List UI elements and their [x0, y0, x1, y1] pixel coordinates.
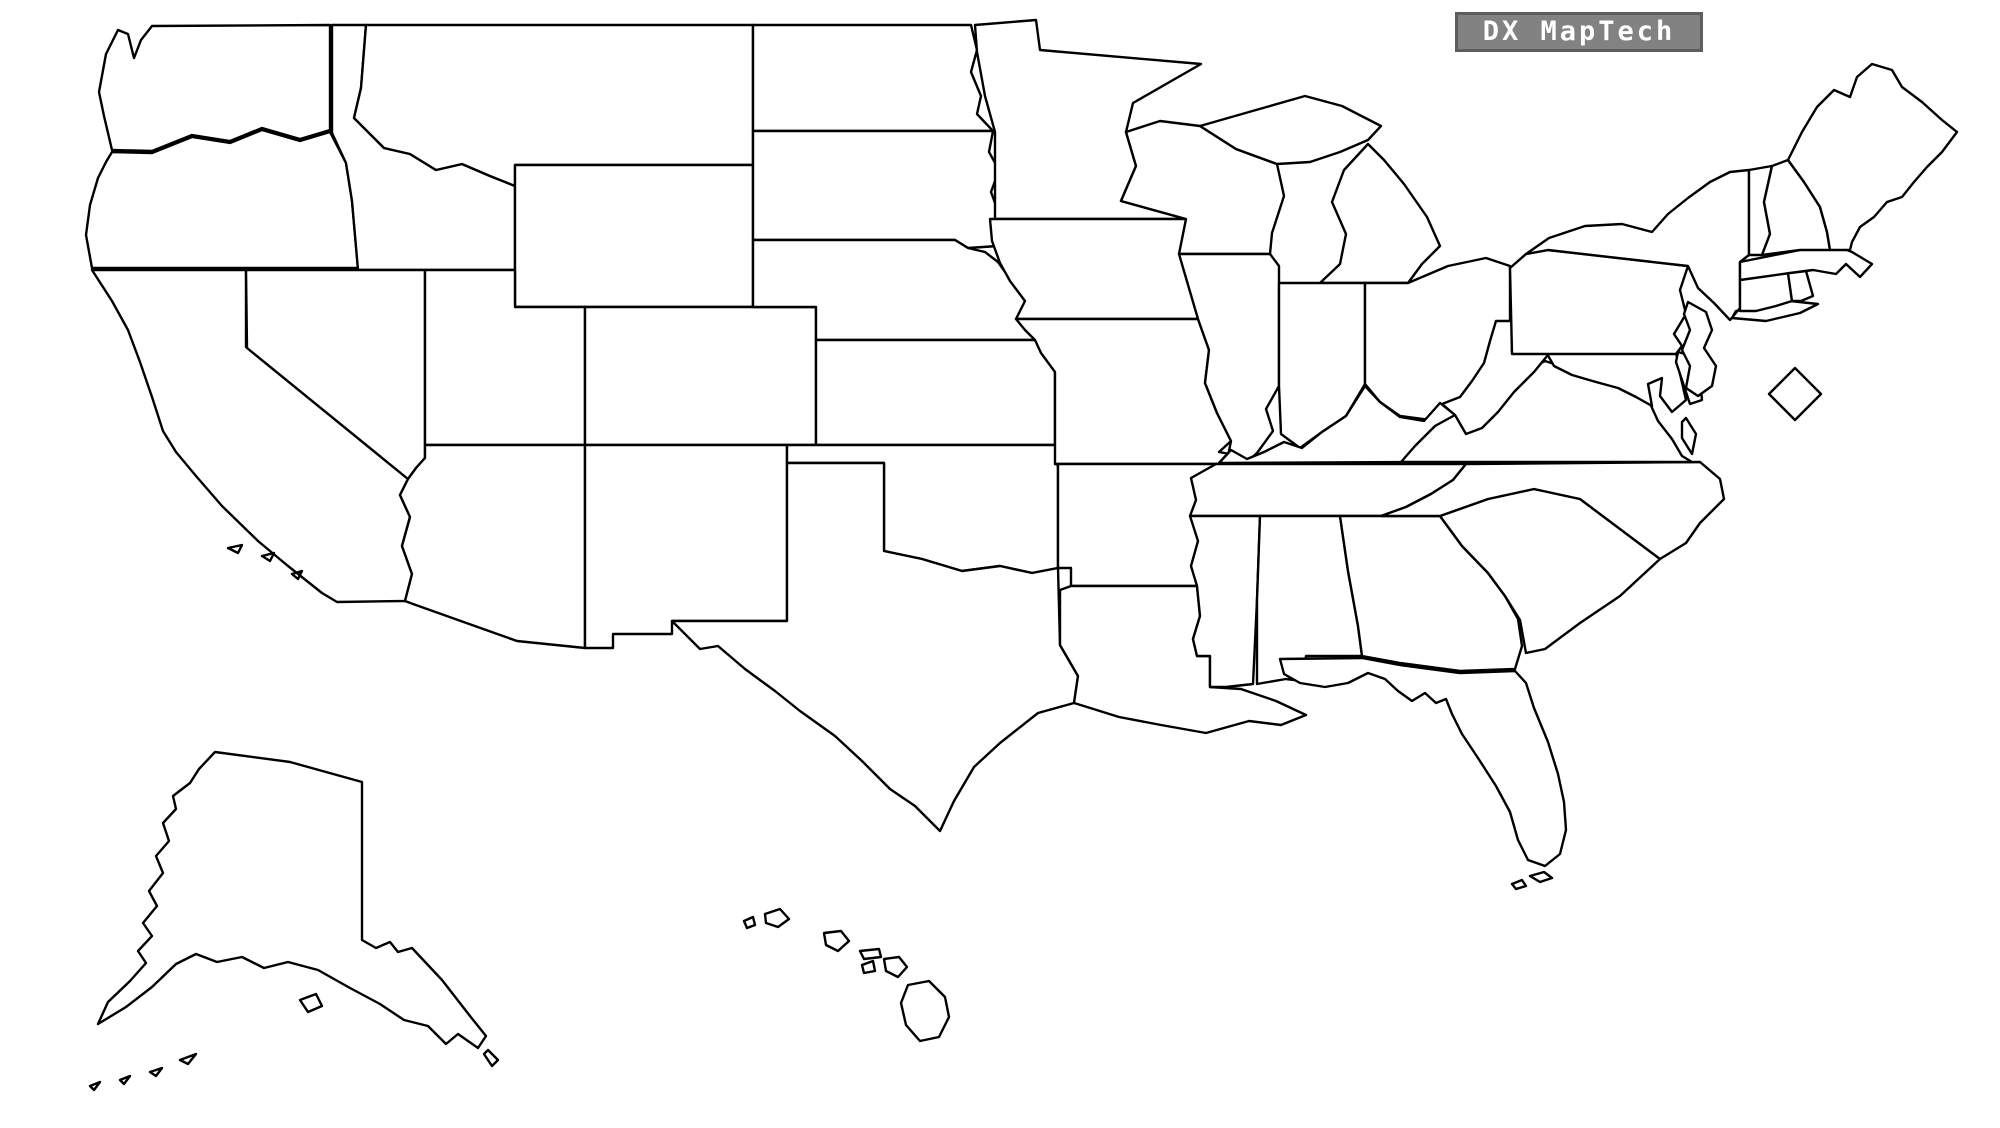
dc-diamond-marker[interactable] — [1767, 366, 1823, 422]
state-california[interactable] — [90, 268, 414, 604]
state-hawaii[interactable] — [742, 907, 951, 1043]
state-north-dakota[interactable] — [751, 23, 995, 133]
state-south-dakota[interactable] — [751, 129, 1001, 250]
state-rhode-island[interactable] — [1786, 269, 1815, 303]
state-florida[interactable] — [1278, 656, 1568, 891]
state-maine[interactable] — [1786, 62, 1959, 252]
state-new-mexico[interactable] — [583, 443, 789, 650]
map-brand-badge: DX MapTech — [1455, 12, 1703, 52]
state-new-jersey[interactable] — [1680, 300, 1718, 398]
state-arizona[interactable] — [398, 443, 587, 650]
state-colorado[interactable] — [583, 305, 818, 447]
state-wyoming[interactable] — [513, 163, 755, 309]
map-brand-label: DX MapTech — [1482, 16, 1676, 47]
state-north-carolina[interactable] — [1379, 460, 1726, 561]
state-texas[interactable] — [670, 461, 1080, 833]
states-layer — [84, 18, 1959, 1092]
state-kansas[interactable] — [814, 338, 1057, 447]
state-washington[interactable] — [97, 23, 332, 153]
state-alaska[interactable] — [88, 750, 500, 1092]
state-pennsylvania[interactable] — [1508, 248, 1690, 356]
